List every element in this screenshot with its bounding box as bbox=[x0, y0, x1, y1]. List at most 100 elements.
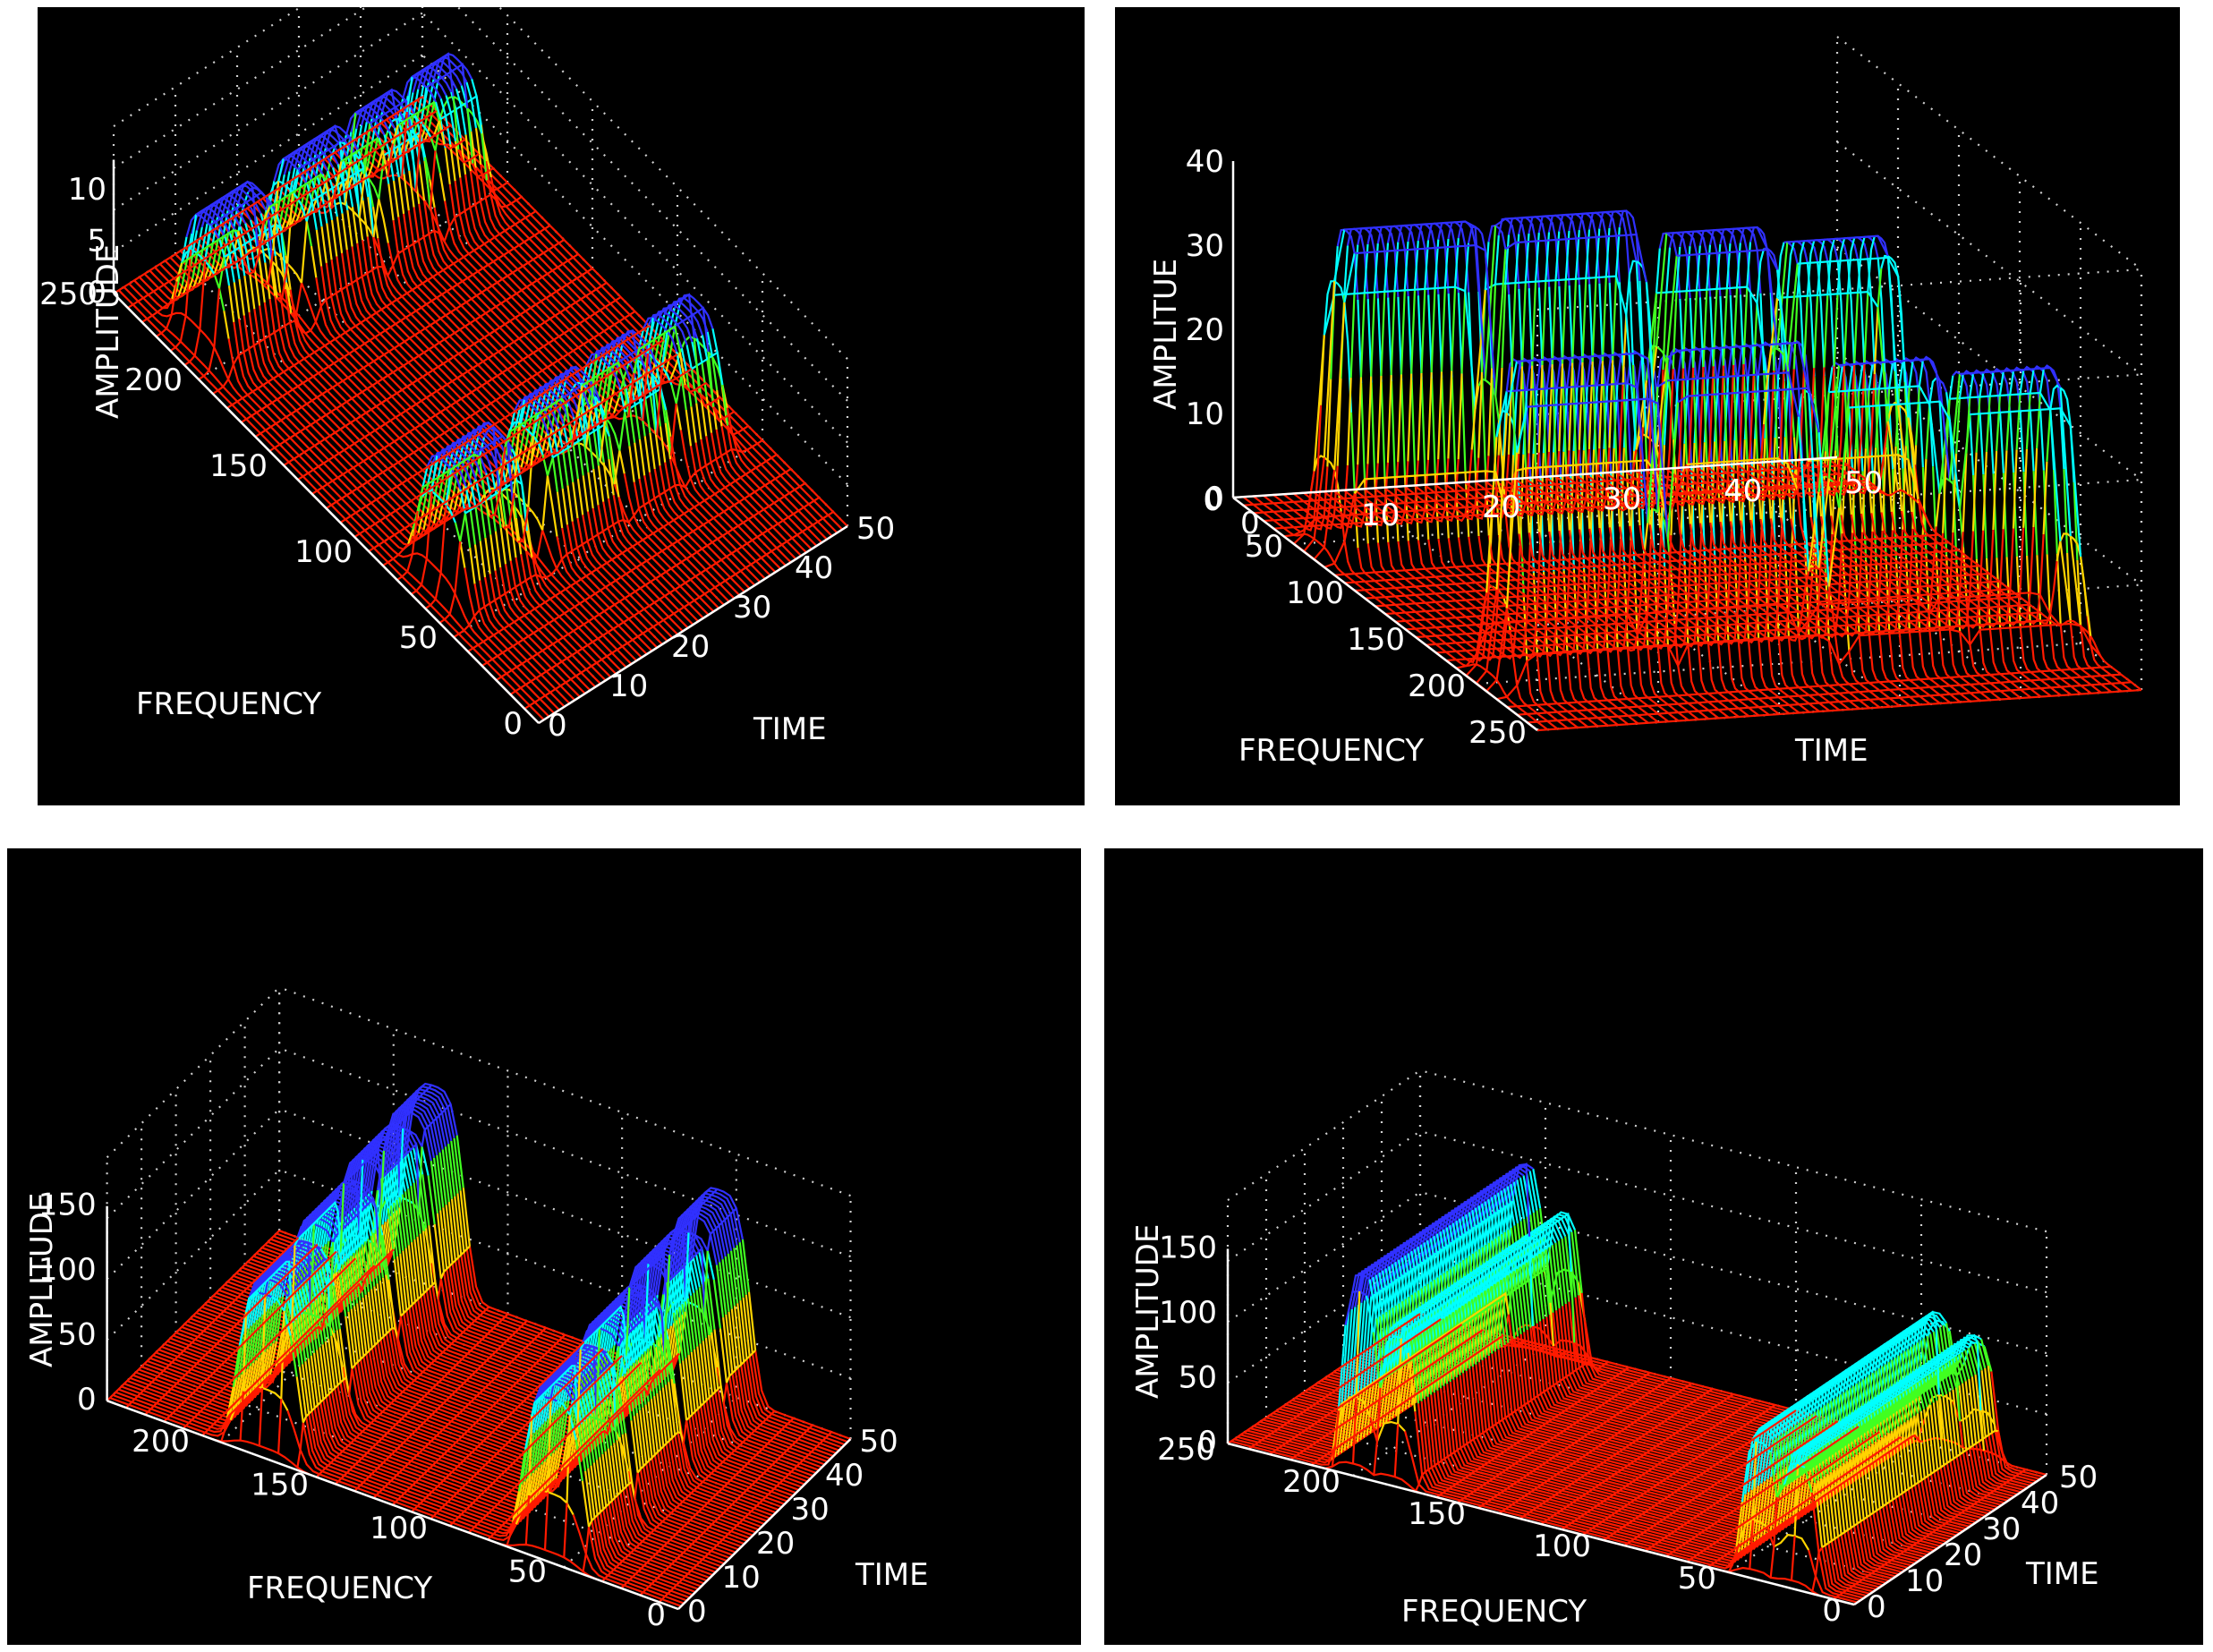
surface-mesh-line bbox=[699, 1343, 708, 1401]
surface-mesh-line bbox=[387, 1279, 396, 1329]
surface-mesh-line bbox=[1532, 1257, 1542, 1322]
surface-mesh-line bbox=[450, 1198, 460, 1258]
surface-mesh-line bbox=[629, 1331, 638, 1360]
surface-mesh-line bbox=[349, 112, 357, 163]
surface-mesh-line bbox=[556, 536, 648, 655]
surface-mesh-line bbox=[195, 180, 260, 249]
surface-mesh-line bbox=[1424, 1399, 1746, 1561]
surface-mesh-line bbox=[442, 470, 450, 498]
surface-mesh-line bbox=[1359, 293, 1366, 378]
surface-mesh-line bbox=[710, 432, 803, 557]
surface-mesh-line bbox=[672, 1276, 681, 1307]
surface-mesh-line bbox=[1415, 1360, 1609, 1492]
surface-mesh-line bbox=[1458, 1218, 1468, 1258]
surface-mesh-line bbox=[1664, 566, 1669, 646]
surface-mesh-line bbox=[1558, 363, 1564, 452]
surface-mesh-line bbox=[464, 513, 472, 549]
surface-mesh-line bbox=[1739, 520, 1874, 637]
surface-mesh-line bbox=[1685, 246, 1691, 292]
surface-mesh-line bbox=[1979, 1410, 1986, 1452]
surface-mesh-line bbox=[742, 1297, 751, 1357]
surface-mesh-line bbox=[398, 1196, 407, 1248]
surface-mesh-line bbox=[1504, 234, 1511, 284]
surface-mesh-line bbox=[474, 479, 482, 504]
surface-mesh-line bbox=[1568, 362, 1574, 451]
surface-mesh-line bbox=[318, 1297, 327, 1342]
surface-mesh-line bbox=[612, 495, 704, 619]
surface-mesh-line bbox=[532, 413, 540, 437]
surface-mesh-line bbox=[1675, 246, 1681, 292]
surface-mesh-line bbox=[401, 1194, 410, 1246]
surface-mesh-line bbox=[1561, 1399, 1755, 1530]
surface-mesh-line bbox=[1972, 369, 1991, 413]
surface-mesh-line bbox=[1279, 1408, 1377, 1434]
surface-mesh-line bbox=[693, 337, 701, 393]
surface-mesh-line bbox=[499, 566, 592, 692]
surface-mesh-line bbox=[2005, 395, 2012, 451]
surface-mesh-line bbox=[234, 1333, 244, 1381]
surface-mesh-line bbox=[275, 212, 283, 230]
surface-mesh-line bbox=[608, 458, 615, 496]
surface-mesh-line bbox=[266, 1342, 275, 1378]
surface-mesh-line bbox=[707, 352, 715, 407]
surface-mesh-line bbox=[1868, 1414, 1877, 1443]
surface-mesh-line bbox=[233, 282, 241, 319]
surface-mesh-line bbox=[1956, 1336, 1979, 1362]
surface-mesh-line bbox=[1485, 275, 1638, 450]
surface-mesh-line bbox=[396, 110, 432, 138]
time-tick-label: 0 bbox=[1867, 1589, 1886, 1625]
surface-mesh-line bbox=[1527, 681, 2132, 724]
surface-mesh-line bbox=[389, 1169, 398, 1201]
surface-mesh-line bbox=[1373, 1387, 1382, 1476]
surface-mesh-line bbox=[1629, 281, 1635, 366]
surface-mesh-line bbox=[1230, 1440, 1337, 1466]
surface-mesh-line bbox=[1354, 243, 1497, 396]
surface-mesh-line bbox=[1528, 1171, 1538, 1211]
surface-mesh-line bbox=[1507, 1314, 1526, 1348]
surface-mesh-line bbox=[1289, 1329, 1484, 1460]
surface-mesh-line bbox=[534, 385, 570, 422]
surface-mesh-line bbox=[1510, 1273, 1519, 1337]
surface-mesh-line bbox=[411, 1241, 420, 1299]
surface-mesh-line bbox=[625, 1258, 671, 1327]
surface-mesh-line bbox=[345, 1316, 353, 1369]
surface-mesh-line bbox=[1542, 1251, 1551, 1316]
surface-mesh-line bbox=[1608, 527, 1743, 645]
surface-mesh-line bbox=[1464, 1213, 1474, 1255]
surface-mesh-line bbox=[665, 1255, 671, 1314]
amplitude-axis-label: AMPLITUDE bbox=[24, 1193, 60, 1367]
surface-mesh-line bbox=[1582, 1404, 1776, 1536]
surface-mesh-line bbox=[473, 583, 566, 708]
surface-mesh-line bbox=[1910, 1386, 1919, 1414]
surface-mesh-line bbox=[1571, 369, 1578, 465]
surface-mesh-line bbox=[393, 1202, 402, 1254]
surface-mesh-line bbox=[1834, 1418, 1857, 1443]
surface-mesh-line bbox=[1806, 240, 1816, 296]
time-tick-label: 10 bbox=[722, 1560, 761, 1596]
surface-mesh-line bbox=[1982, 451, 1987, 531]
surface-mesh-line bbox=[1858, 1420, 1868, 1449]
frequency-tick-label: 0 bbox=[646, 1597, 666, 1633]
surface-mesh-line bbox=[1471, 1209, 1481, 1250]
surface-mesh-line bbox=[1968, 1378, 1978, 1444]
surface-mesh-line bbox=[1520, 282, 1527, 367]
surface-mesh-line bbox=[373, 1286, 382, 1340]
surface-mesh-line bbox=[1621, 314, 1628, 386]
surface-mesh-line bbox=[748, 1356, 846, 1446]
surface-mesh-line bbox=[428, 1224, 437, 1282]
surface-mesh-line bbox=[2002, 367, 2021, 412]
surface-mesh-line bbox=[1860, 513, 1995, 629]
surface-mesh-line bbox=[356, 1303, 365, 1357]
surface-mesh-line bbox=[644, 398, 651, 433]
surface-mesh-line bbox=[604, 1451, 613, 1502]
surface-mesh-line bbox=[734, 1370, 831, 1460]
surface-mesh-line bbox=[1786, 241, 1795, 298]
surface-mesh-line bbox=[1992, 451, 1998, 531]
surface-mesh-line bbox=[201, 1265, 376, 1436]
surface-mesh-line bbox=[1856, 236, 1866, 293]
surface-mesh-line bbox=[740, 1364, 837, 1454]
surface-mesh-line bbox=[521, 1438, 530, 1485]
surface-mesh-line bbox=[198, 288, 221, 380]
surface-mesh-line bbox=[1860, 1401, 1883, 1426]
surface-mesh-line bbox=[489, 534, 497, 571]
